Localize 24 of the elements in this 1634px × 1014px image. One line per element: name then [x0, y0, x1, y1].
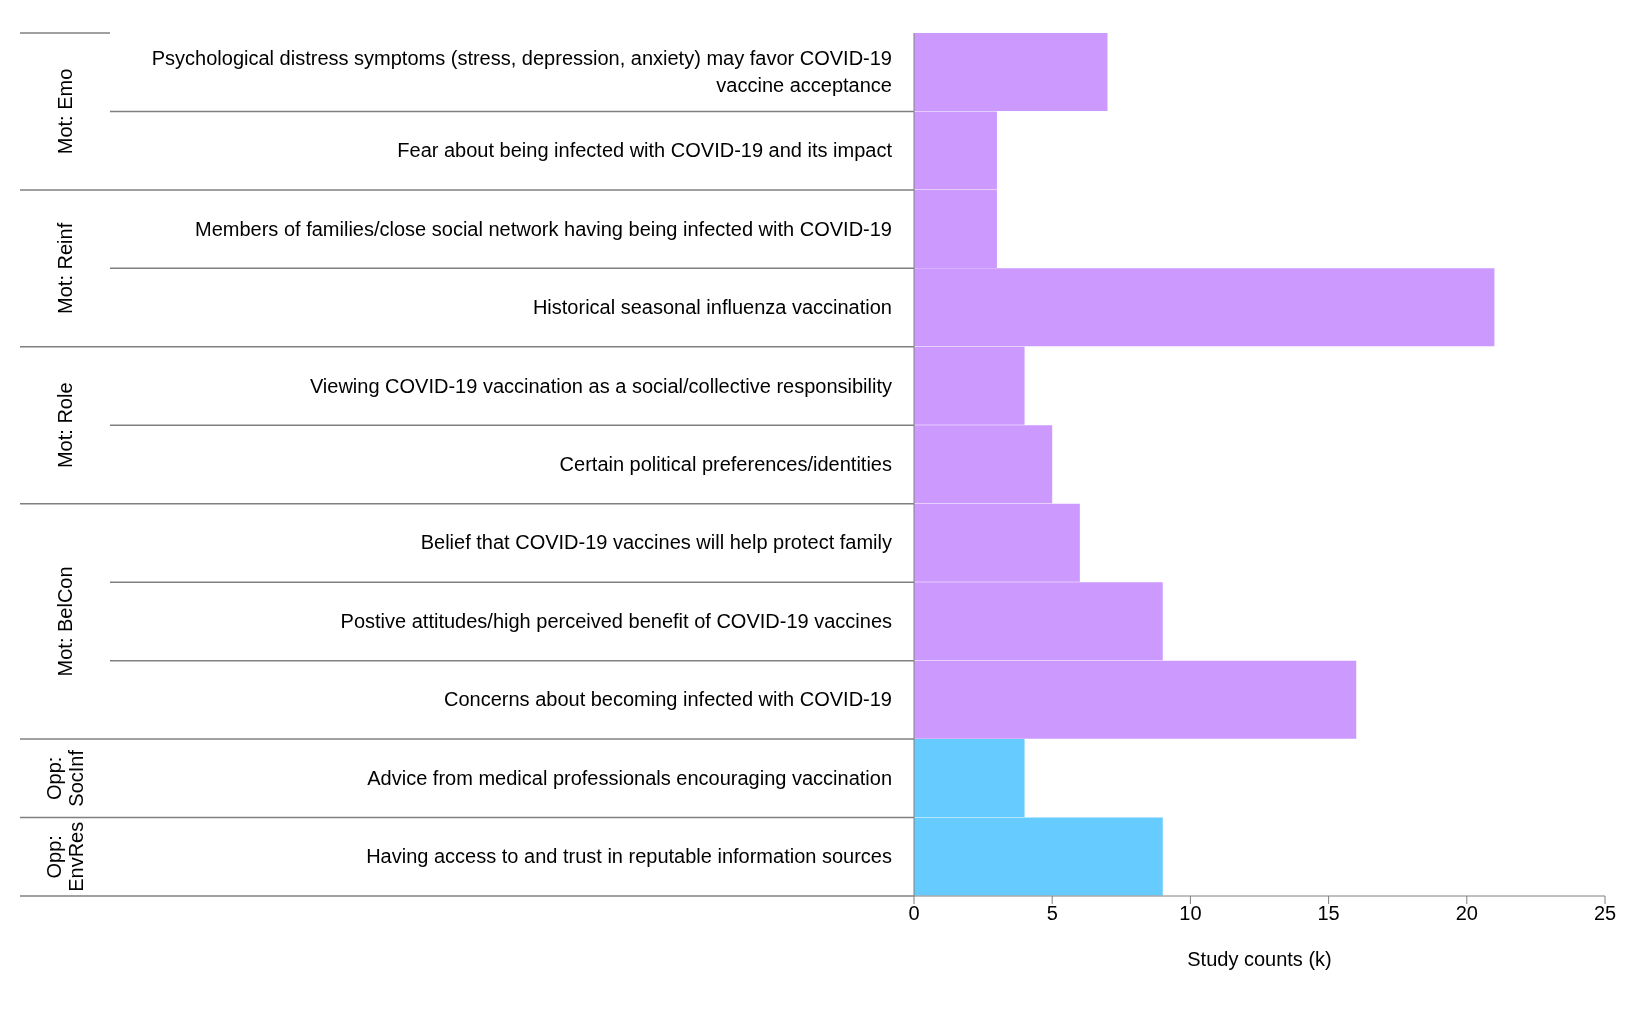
- text: Mot: BelCon: [54, 566, 76, 677]
- x-tick-label: 5: [1046, 902, 1058, 925]
- x-tick-label: 25: [1593, 902, 1617, 925]
- y-tick-label: Postive attitudes/high perceived benefit of COVID-19 vaccines: [340, 608, 892, 634]
- y-tick-label: Historical seasonal influenza vaccination: [532, 295, 892, 321]
- x-tick-label: 15: [1317, 902, 1340, 925]
- x-tick-label: 20: [1455, 902, 1478, 925]
- x-tick-label: 10: [1179, 902, 1202, 925]
- text: Opp: EnvRes: [43, 821, 87, 892]
- x-axis-title: Study counts (k): [1187, 948, 1332, 970]
- y-tick-label: Fear about being infected with COVID-19 and its impact: [397, 138, 892, 164]
- text: Mot: Reinf: [54, 222, 76, 314]
- y-tick-label: Viewing COVID-19 vaccination as a social/collective responsibility: [309, 373, 892, 399]
- y-tick-label: Belief that COVID-19 vaccines will help protect family: [420, 530, 892, 556]
- y-tick-label: Having access to and trust in reputable information sources: [366, 844, 892, 870]
- y-tick-label: Certain political preferences/identities: [559, 452, 892, 477]
- y-tick-label: Concerns about becoming infected with COVID-19: [443, 687, 892, 713]
- text: Opp: SocInf: [43, 749, 87, 807]
- x-tick-label: 0: [908, 902, 920, 925]
- y-tick-label: Psychological distress symptoms (stress, depression, anxiety) may favor COVID-19 vaccine acceptance: [150, 46, 892, 99]
- text: Mot: Emo: [54, 68, 76, 155]
- text: Mot: Role: [54, 382, 76, 469]
- y-tick-label: Advice from medical professionals encouraging vaccination: [367, 765, 892, 791]
- y-tick-label: Members of families/close social network having being infected with COVID-19: [195, 216, 892, 242]
